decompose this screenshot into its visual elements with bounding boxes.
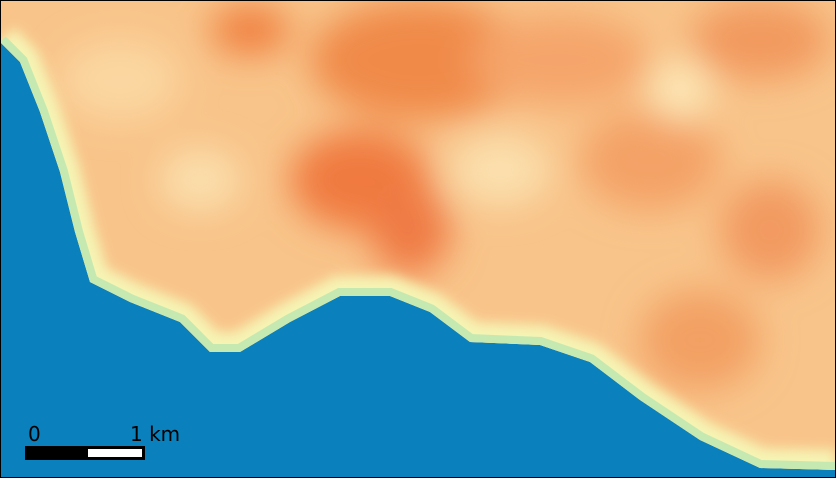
- map: 0 1 km: [0, 0, 836, 478]
- scale-label: 1 km: [130, 422, 180, 446]
- scale-label: 0: [28, 422, 41, 446]
- scale-bar-segment: [88, 449, 142, 457]
- page: {"scale_bar": {"labels": ["0", "1 km"]}}: [0, 0, 836, 478]
